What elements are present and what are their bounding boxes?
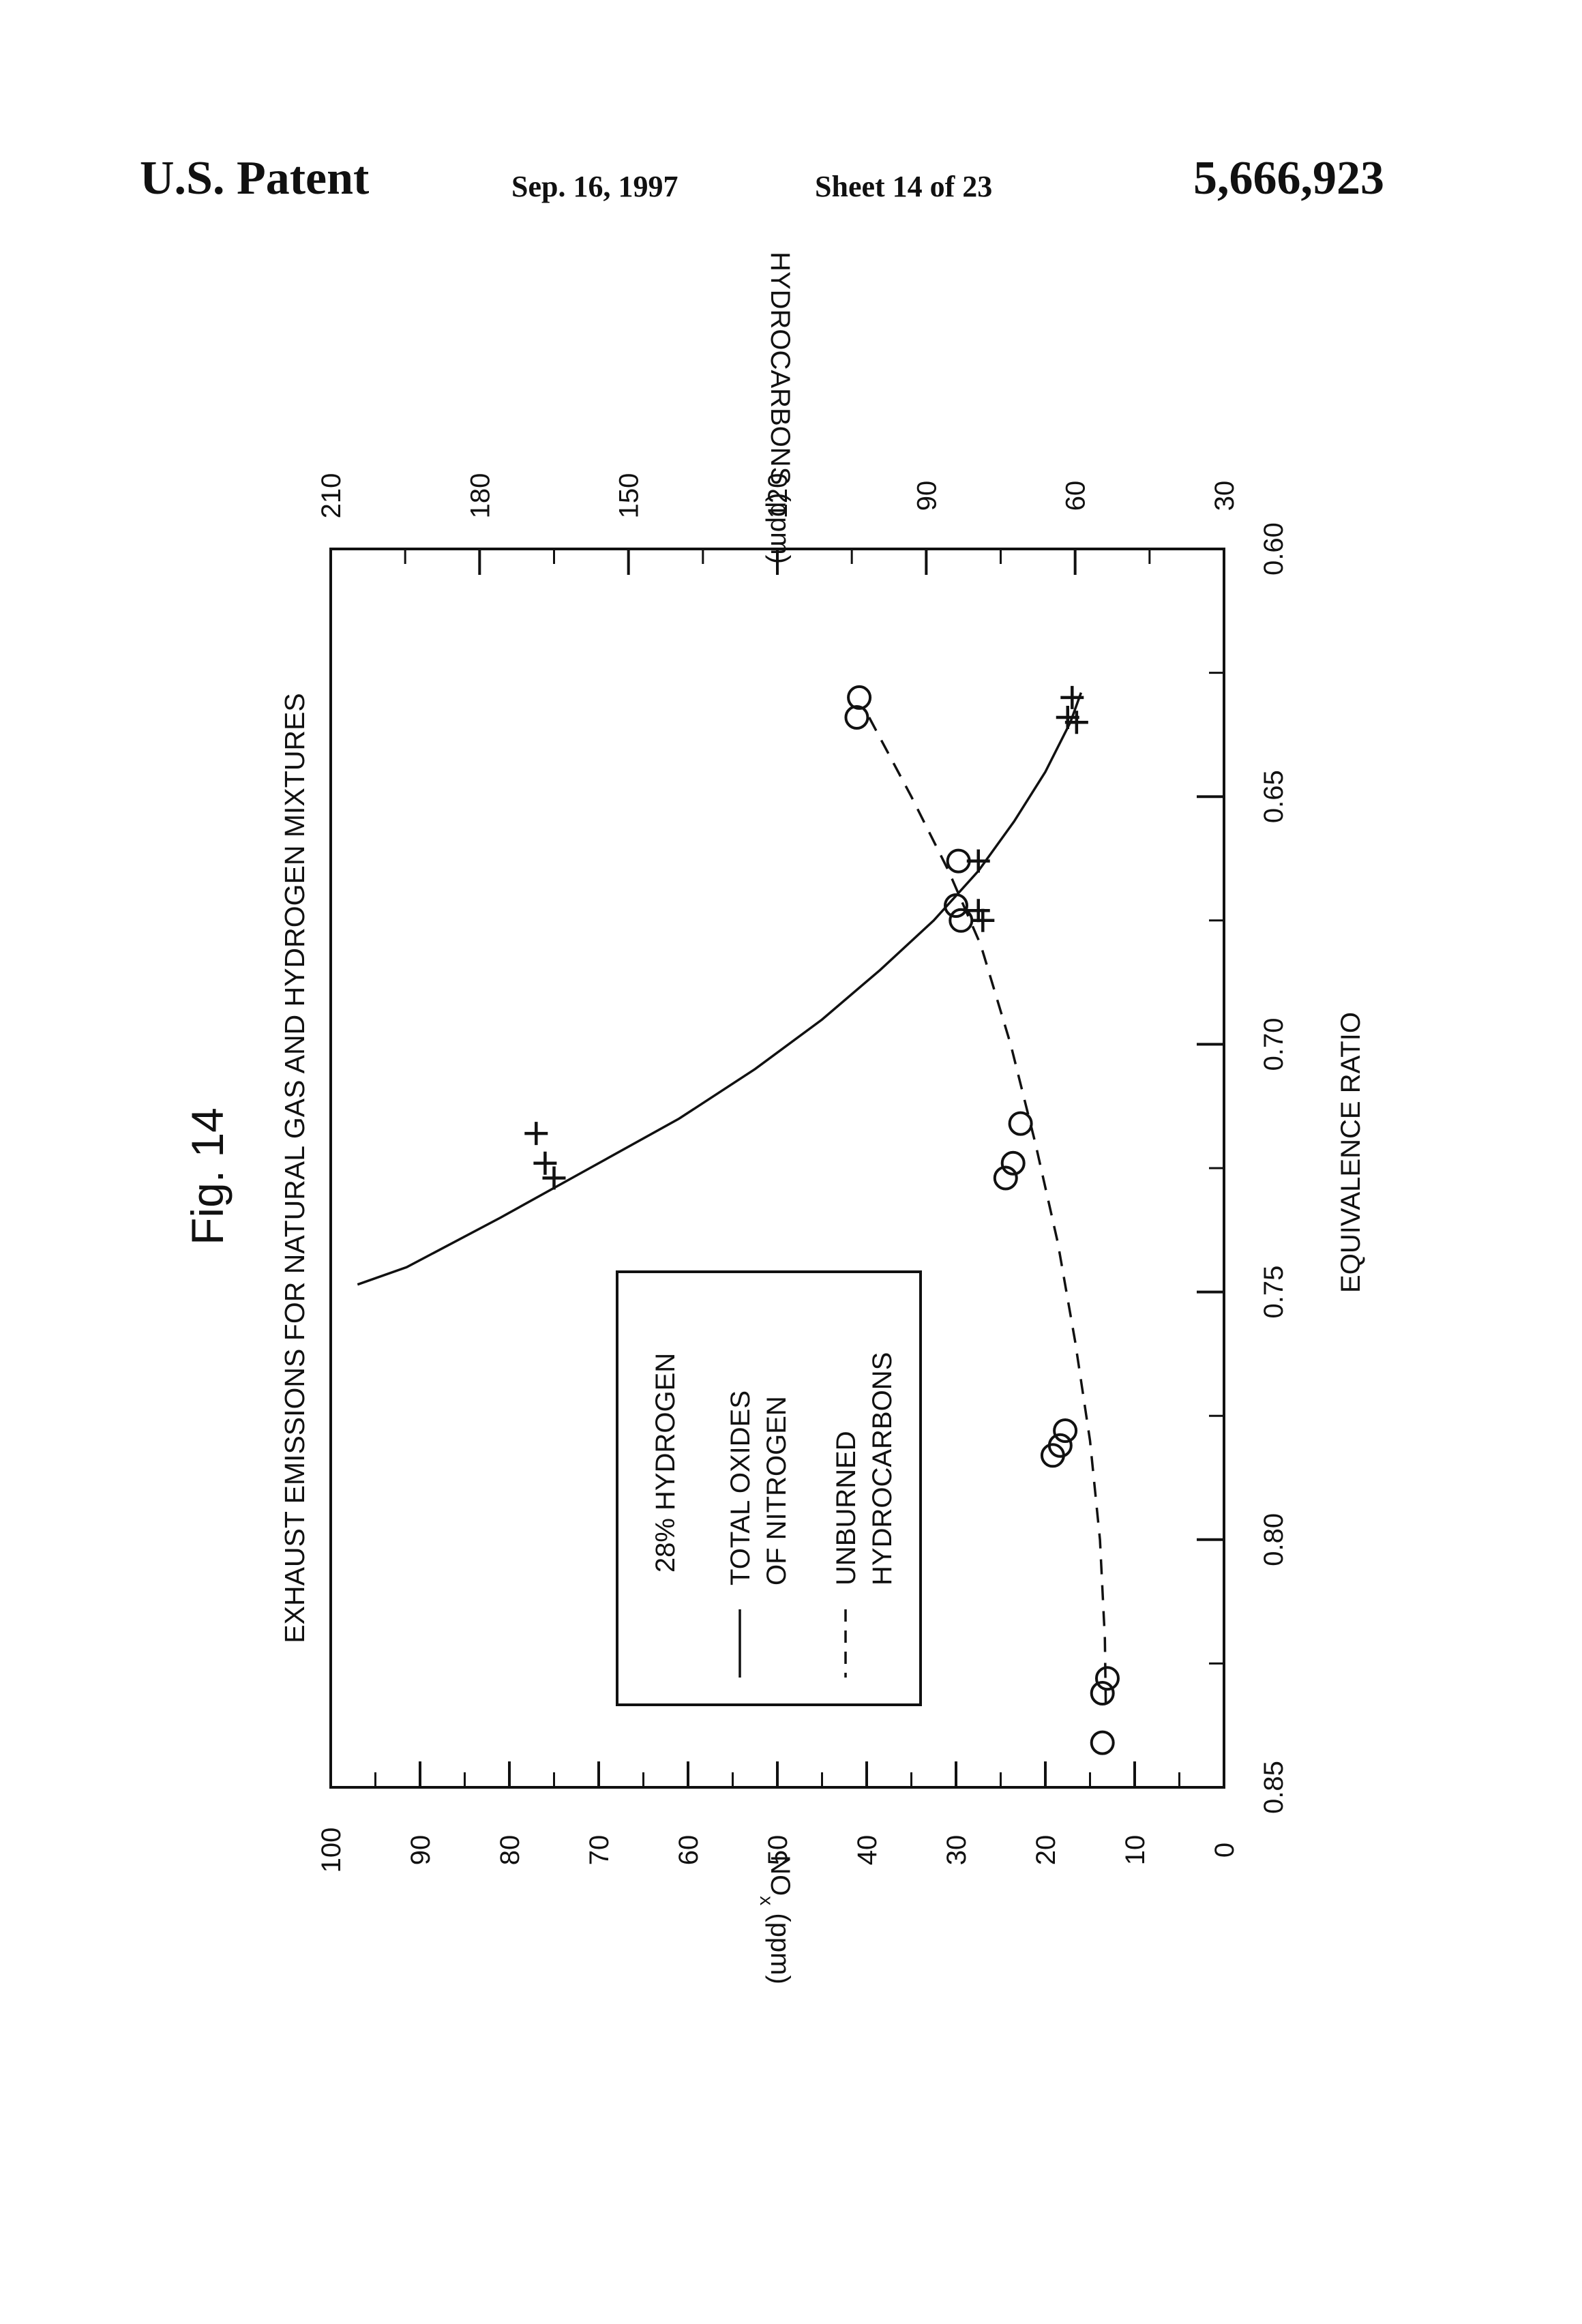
x-tick-label: 0.75 [1259,1266,1289,1319]
right-tick-label: 30 [1210,481,1240,511]
left-tick-label: 20 [1031,1835,1061,1866]
x-tick-label: 0.65 [1259,770,1289,823]
left-tick-label: 90 [406,1835,436,1866]
right-tick-label: 150 [614,473,644,519]
x-tick-label: 0.60 [1259,522,1289,576]
x-tick-label: 0.80 [1259,1513,1289,1566]
legend: 28% HYDROGEN TOTAL OXIDES OF NITROGEN UN… [617,1272,921,1705]
hydrocarbon-point [948,850,970,872]
left-tick-label: 100 [316,1828,346,1873]
x-axis-label: EQUIVALENCE RATIO [1336,1012,1366,1293]
hydrocarbon-point [950,910,972,932]
legend-hc-label-1: UNBURNED [831,1431,861,1585]
legend-nox-label-2: OF NITROGEN [762,1396,792,1585]
left-tick-label: 10 [1120,1835,1150,1866]
hydrocarbon-point [1054,1420,1076,1442]
nox-curve [357,693,1081,1285]
left-axis-label: NOx (ppm) [757,1855,796,1984]
nox-point [1060,686,1084,709]
left-tick-label: 30 [942,1835,972,1866]
hydrocarbon-point [848,687,870,709]
right-axis-label: HYDROCARBONS (ppm) [765,252,795,564]
hydrocarbon-point [1092,1732,1114,1754]
right-tick-label: 90 [912,481,942,511]
nox-point [967,899,990,922]
right-tick-label: 180 [465,473,495,519]
left-tick-label: 60 [674,1835,704,1866]
right-tick-label: 210 [316,473,346,519]
hydrocarbon-point [1010,1113,1032,1135]
hydrocarbon-point [1092,1682,1114,1704]
legend-nox-label-1: TOTAL OXIDES [726,1390,756,1585]
figure-label: Fig. 14 [182,1107,233,1245]
hydrocarbon-point [846,706,867,728]
left-tick-label: 0 [1210,1843,1240,1858]
left-tick-label: 70 [584,1835,614,1866]
hydrocarbon-point [1096,1667,1118,1689]
x-tick-label: 0.85 [1259,1761,1289,1814]
legend-hc-label-2: HYDROCARBONS [867,1352,897,1585]
right-tick-label: 60 [1061,481,1091,511]
left-tick-label: 80 [495,1835,525,1866]
nox-point [524,1122,548,1145]
x-tick-label: 0.70 [1259,1017,1289,1071]
chart-title: EXHAUST EMISSIONS FOR NATURAL GAS AND HY… [279,693,310,1643]
left-tick-label: 40 [852,1835,882,1866]
legend-title: 28% HYDROGEN [651,1353,681,1573]
